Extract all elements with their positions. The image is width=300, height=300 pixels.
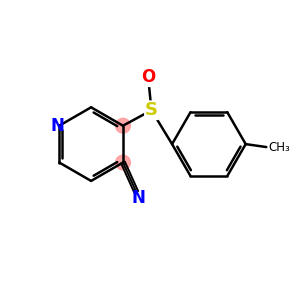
Text: O: O [141, 68, 156, 86]
Text: CH₃: CH₃ [269, 141, 290, 154]
Text: N: N [132, 189, 145, 207]
Text: N: N [51, 117, 65, 135]
Text: S: S [145, 101, 158, 119]
Circle shape [116, 155, 130, 170]
Circle shape [116, 118, 130, 133]
